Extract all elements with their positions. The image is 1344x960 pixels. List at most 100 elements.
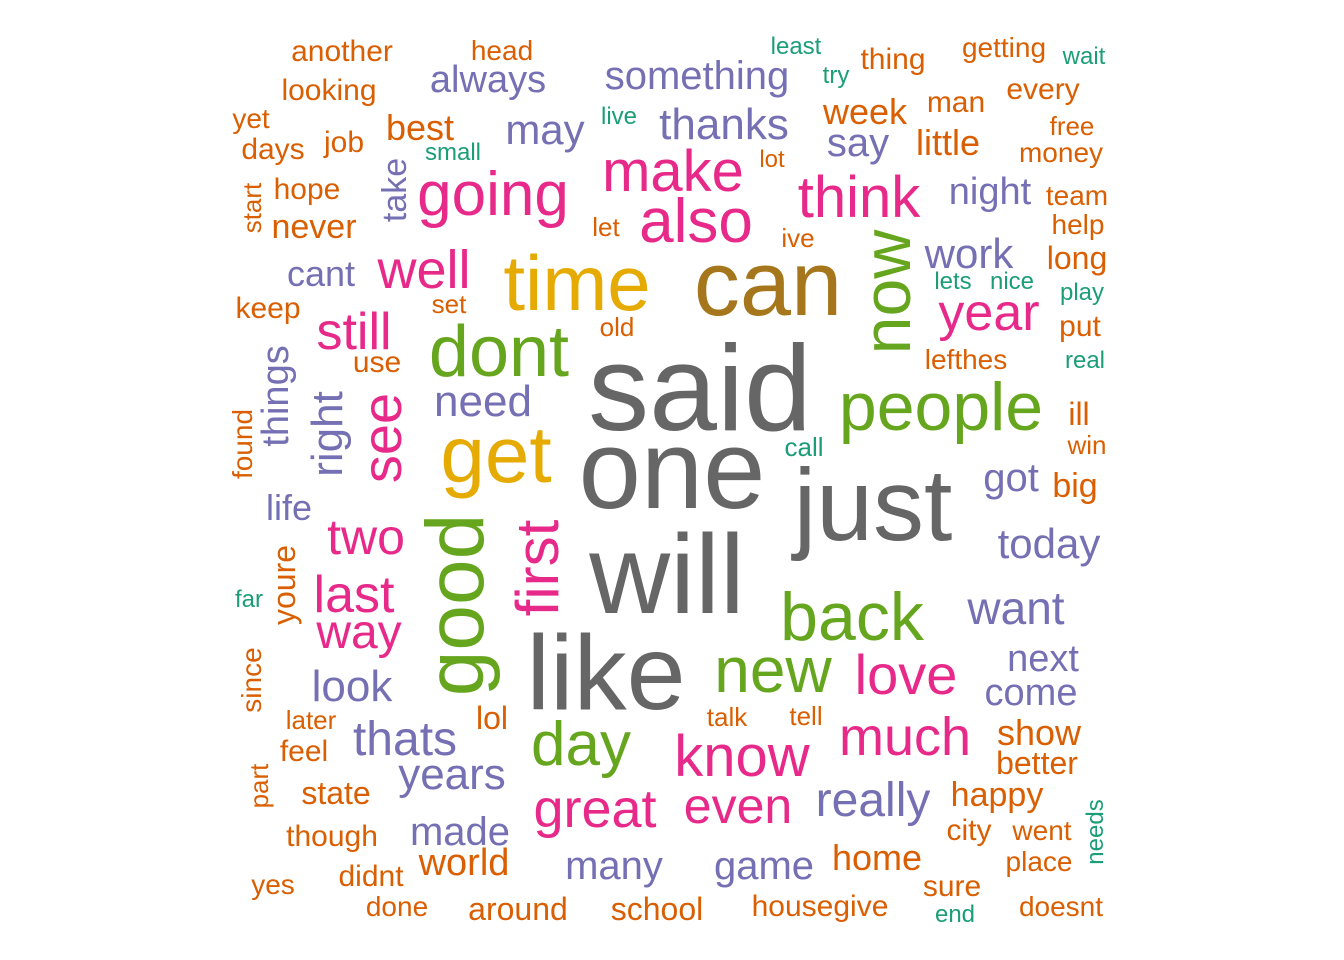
word-love: love [854,643,958,706]
word-every: every [1006,73,1080,106]
word-great: great [533,779,657,839]
word-lot: lot [759,146,785,173]
word-days: days [241,133,305,166]
word-see: see [350,392,413,484]
word-years: years [398,750,506,799]
word-set: set [431,289,467,319]
word-use: use [352,346,402,379]
word-said: said [588,320,812,456]
word-big: big [1052,467,1098,505]
word-real: real [1064,347,1106,374]
word-really: really [815,774,931,827]
word-also: also [639,187,753,256]
word-one: one [578,407,766,532]
word-place: place [1005,846,1073,877]
word-found: found [227,408,258,480]
word-something: something [604,54,790,98]
word-play: play [1059,279,1105,306]
word-end: end [934,901,976,928]
word-know: know [674,724,810,789]
word-like: like [526,614,686,732]
word-things: things [255,345,297,447]
word-talk: talk [706,702,748,732]
word-small: small [424,139,482,166]
word-state: state [301,775,371,811]
word-let: let [592,212,620,242]
word-may: may [505,106,585,153]
word-youre: youre [266,544,302,626]
word-done: done [365,891,429,922]
word-though: though [286,820,378,853]
word-hope: hope [273,173,341,206]
word-time: time [503,239,651,327]
word-first: first [504,519,571,617]
word-still: still [316,303,392,361]
word-will: will [589,512,745,637]
word-thanks: thanks [659,100,789,149]
word-man: man [926,86,986,119]
word-best: best [385,107,455,148]
word-home: home [831,837,923,878]
word-show: show [996,712,1082,753]
word-part: part [244,763,274,809]
word-far: far [234,586,264,613]
word-now: now [849,229,925,355]
word-doesnt: doesnt [1018,891,1104,922]
word-since: since [236,647,267,713]
word-year: year [938,284,1040,342]
word-ive: ive [781,223,815,253]
word-two: two [327,509,405,565]
word-little: little [915,122,981,163]
word-looking: looking [281,74,377,107]
word-made: made [409,810,511,854]
word-lol: lol [475,700,509,736]
word-start: start [237,182,267,234]
word-today: today [997,520,1101,567]
word-life: life [265,487,313,528]
word-new: new [714,634,832,706]
word-think: think [797,165,921,230]
word-lets: lets [934,268,972,295]
word-got: got [983,456,1039,500]
word-call: call [784,432,824,462]
word-never: never [271,208,357,246]
word-team: team [1045,180,1109,211]
word-another: another [291,35,393,68]
word-want: want [967,582,1065,634]
word-next: next [1007,638,1079,680]
word-nice: nice [989,268,1035,295]
word-old: old [599,312,635,342]
word-least: least [770,33,822,60]
word-right: right [303,391,352,477]
word-housegive: housegive [751,890,889,923]
word-help: help [1051,209,1105,240]
word-night: night [948,171,1032,213]
word-money: money [1018,137,1104,168]
word-yet: yet [232,103,270,134]
word-feel: feel [279,735,329,768]
word-just: just [793,448,953,562]
word-getting: getting [961,32,1047,63]
word-thats: thats [352,713,458,766]
word-put: put [1059,310,1101,343]
word-can: can [693,233,843,335]
word-job: job [323,126,365,159]
word-back: back [780,579,924,655]
word-head: head [470,35,534,66]
word-day: day [531,710,631,779]
word-win: win [1067,430,1107,460]
word-keep: keep [235,292,301,325]
word-good: good [410,513,501,697]
word-went: went [1012,815,1072,846]
word-city: city [946,814,992,847]
word-dont: dont [428,312,570,392]
word-needs: needs [1082,799,1109,865]
word-way: way [316,606,402,659]
word-cant: cant [286,253,356,294]
word-tell: tell [789,701,823,731]
word-happy: happy [950,776,1044,814]
word-live: live [600,103,638,130]
word-later: later [285,705,337,735]
word-going: going [417,160,569,229]
